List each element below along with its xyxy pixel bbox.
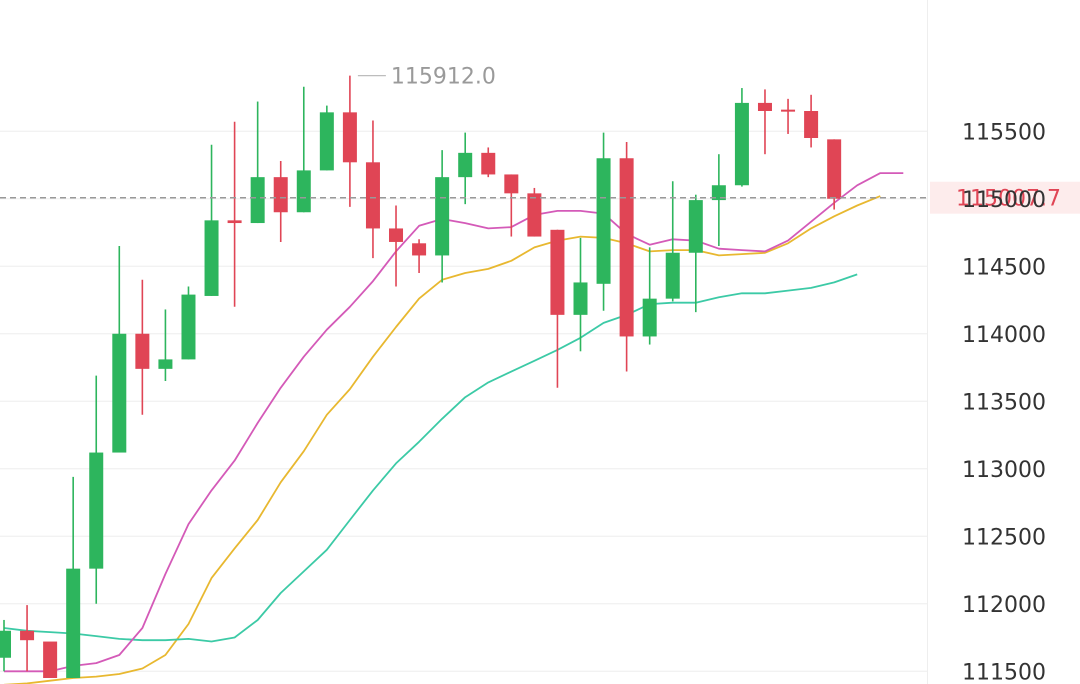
candle-down (550, 229, 565, 388)
candle-up (181, 286, 196, 360)
candle-up (573, 237, 588, 352)
candle-body (319, 112, 334, 171)
candle-body (0, 630, 11, 658)
candle-body (89, 452, 104, 569)
candle-up (734, 88, 749, 187)
price-axis-separator (927, 0, 928, 684)
candle-body (20, 630, 35, 641)
candle-body (296, 170, 311, 213)
max-price-marker: 115912.0 (357, 65, 496, 90)
candle-body (365, 162, 380, 229)
current-price-marker: 115007.7 (0, 181, 1080, 214)
y-tick-label: 114500 (962, 255, 1046, 280)
candle-body (573, 282, 588, 315)
candle-body (227, 220, 242, 224)
y-tick-label: 115000 (962, 188, 1046, 213)
candle-body (181, 294, 196, 360)
candle-up (458, 132, 473, 205)
candle-body (435, 177, 450, 256)
price-axis: 115500 115000 114500 114000 113500 113000 1125… (962, 120, 1046, 684)
candle-body (389, 228, 404, 242)
candle-up (642, 247, 657, 345)
candle-body (504, 174, 519, 194)
grid-lines (0, 130, 927, 672)
candle-down (619, 142, 634, 372)
candle-down (804, 94, 819, 148)
y-tick-label: 113500 (962, 390, 1046, 415)
candle-body (273, 177, 288, 213)
candle-body (688, 200, 703, 253)
y-tick-label: 114000 (962, 323, 1046, 348)
y-tick-label: 112000 (962, 593, 1046, 618)
current-price-label-bg (930, 181, 1080, 214)
ma-pink-line (4, 172, 904, 673)
candle-up (66, 476, 81, 678)
candle-down (43, 641, 58, 678)
candle-body (550, 229, 565, 315)
candle-up (296, 86, 311, 213)
candle-body (66, 568, 81, 678)
candle-down (342, 75, 357, 207)
y-tick-label: 112500 (962, 525, 1046, 550)
candle-up (204, 144, 219, 296)
candle-up (0, 619, 11, 672)
candle-down (504, 174, 519, 237)
candle-body (112, 333, 127, 453)
candle-body (158, 359, 173, 369)
candle-up (158, 309, 173, 381)
y-tick-label: 111500 (962, 660, 1046, 684)
candle-body (734, 102, 749, 186)
candle-body (342, 112, 357, 163)
candle-body (458, 152, 473, 178)
y-tick-label: 113000 (962, 458, 1046, 483)
current-price-label: 115007.7 (956, 187, 1061, 212)
candle-up (435, 150, 450, 283)
moving-average-lines (3, 172, 904, 684)
candle-down (273, 160, 288, 242)
candle-down (20, 605, 35, 672)
candle-body (711, 185, 726, 201)
candle-down (481, 147, 496, 178)
candles (0, 75, 842, 678)
candle-up (319, 105, 334, 171)
candle-body (204, 220, 219, 296)
candle-body (481, 152, 496, 175)
candle-body (596, 158, 611, 284)
candle-up (688, 194, 703, 313)
max-price-label: 115912.0 (391, 65, 496, 90)
candle-down (135, 279, 150, 415)
candle-body (135, 333, 150, 369)
candle-body (250, 177, 265, 224)
ma-teal-line (3, 273, 858, 643)
candle-body (781, 109, 796, 112)
y-tick-label: 115500 (962, 120, 1046, 145)
candle-down (527, 187, 542, 237)
candle-down (389, 205, 404, 287)
candle-down (781, 98, 796, 134)
candle-body (619, 158, 634, 337)
candle-up (665, 181, 680, 302)
candle-body (757, 102, 772, 111)
candle-up (112, 246, 127, 453)
candle-body (804, 111, 819, 138)
candle-body (527, 193, 542, 237)
candle-up (250, 101, 265, 224)
candle-down (365, 120, 380, 259)
candle-body (827, 139, 842, 199)
candle-down (412, 239, 427, 273)
candle-down (757, 89, 772, 155)
candle-up (596, 132, 611, 311)
candle-body (665, 252, 680, 299)
candle-body (43, 641, 58, 678)
candle-up (89, 375, 104, 604)
candle-up (711, 154, 726, 246)
candle-body (412, 243, 427, 256)
candle-down (227, 121, 242, 307)
candle-body (642, 298, 657, 337)
